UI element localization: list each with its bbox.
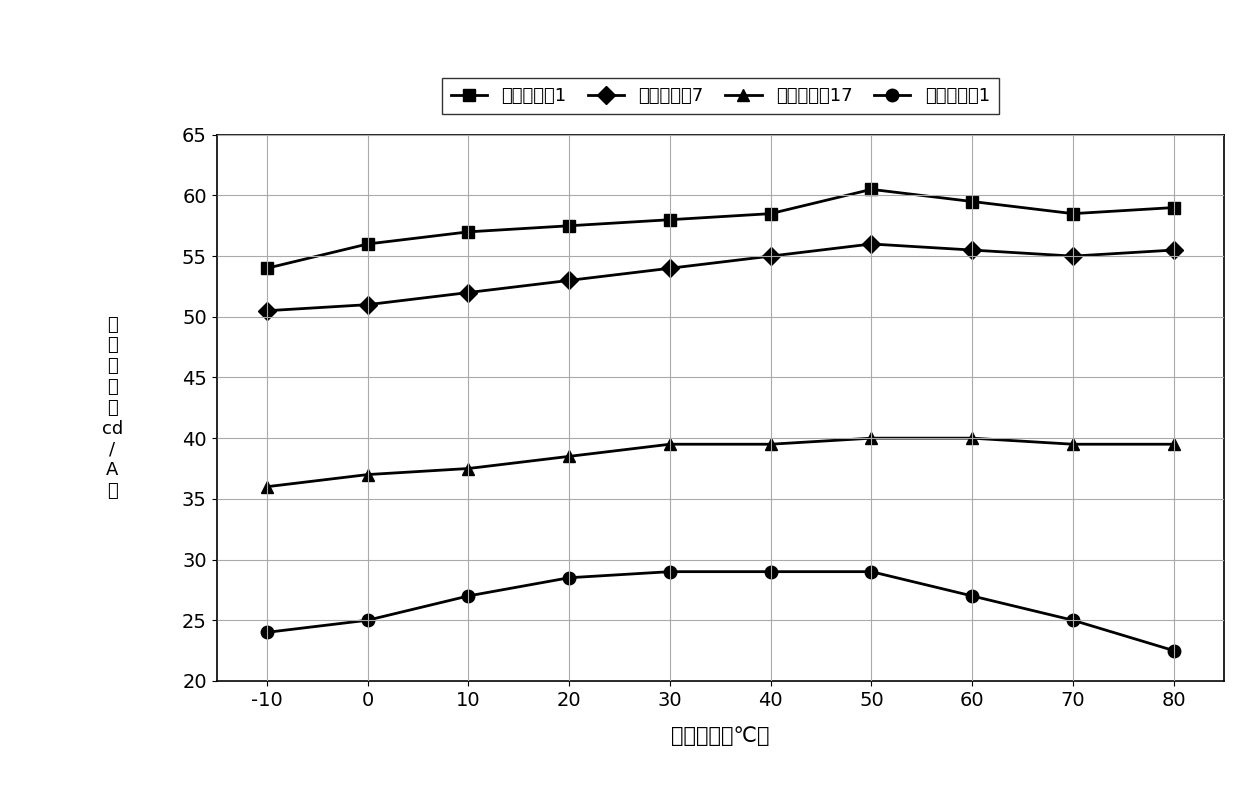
器件实施例17	[1066, 439, 1080, 449]
器件实施例1	[361, 239, 375, 249]
器件实施例1	[965, 197, 980, 206]
器件比较例1	[763, 567, 778, 577]
器件实施例7	[561, 276, 576, 285]
器件实施例7	[663, 263, 678, 273]
Line: 器件比较例1: 器件比较例1	[260, 565, 1180, 657]
器件实施例1	[561, 221, 576, 231]
器件比较例1	[361, 615, 375, 625]
器件实施例17	[1166, 439, 1181, 449]
器件实施例7	[461, 288, 476, 297]
器件实施例1	[1166, 203, 1181, 213]
器件比较例1	[561, 573, 576, 583]
器件实施例17	[561, 451, 576, 461]
器件实施例17	[663, 439, 678, 449]
Line: 器件实施例7: 器件实施例7	[260, 238, 1180, 317]
器件比较例1	[1066, 615, 1080, 625]
器件实施例7	[361, 300, 375, 309]
器件实施例7	[965, 245, 980, 255]
Line: 器件实施例17: 器件实施例17	[260, 432, 1180, 493]
器件比较例1	[1166, 646, 1181, 655]
器件实施例1	[259, 263, 274, 273]
Y-axis label: 电
流
效
率
（
cd
/
A
）: 电 流 效 率 （ cd / A ）	[102, 316, 123, 500]
器件比较例1	[259, 627, 274, 637]
器件实施例17	[864, 434, 878, 443]
器件实施例17	[965, 434, 980, 443]
器件实施例7	[763, 251, 778, 261]
器件实施例17	[461, 464, 476, 473]
器件实施例1	[864, 185, 878, 194]
Line: 器件实施例1: 器件实施例1	[260, 183, 1180, 274]
器件比较例1	[864, 567, 878, 577]
器件实施例17	[259, 482, 274, 492]
器件实施例17	[763, 439, 778, 449]
器件实施例1	[763, 209, 778, 218]
器件比较例1	[965, 591, 980, 600]
器件比较例1	[461, 591, 476, 600]
器件实施例1	[1066, 209, 1080, 218]
器件实施例1	[461, 227, 476, 236]
X-axis label: 测量温度（℃）: 测量温度（℃）	[672, 726, 769, 746]
器件实施例7	[1166, 245, 1181, 255]
器件实施例17	[361, 469, 375, 479]
器件实施例7	[864, 239, 878, 249]
Legend: 器件实施例1, 器件实施例7, 器件实施例17, 器件比较例1: 器件实施例1, 器件实施例7, 器件实施例17, 器件比较例1	[441, 79, 999, 114]
器件实施例7	[259, 306, 274, 316]
器件实施例7	[1066, 251, 1080, 261]
器件比较例1	[663, 567, 678, 577]
器件实施例1	[663, 215, 678, 224]
